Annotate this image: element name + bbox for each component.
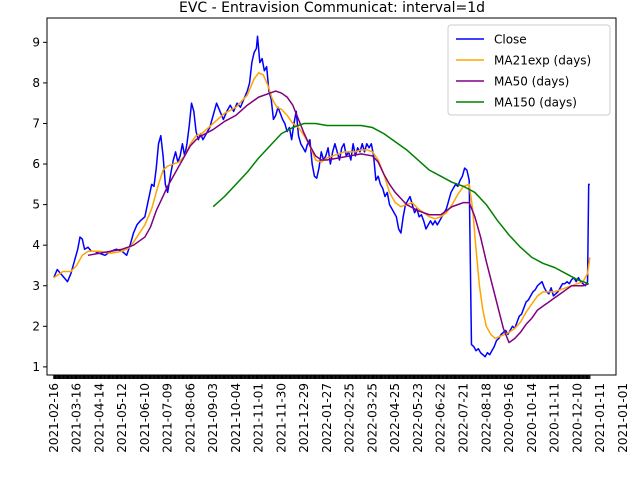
x-tick-label: 2020-11-11 bbox=[548, 383, 562, 453]
x-tick-label: 2020-12-10 bbox=[570, 383, 584, 453]
x-tick-label: 2021-01-11 bbox=[593, 383, 607, 453]
x-tick-label: 2021-09-03 bbox=[206, 383, 220, 453]
y-tick-label: 2 bbox=[32, 319, 40, 333]
legend-label: MA21exp (days) bbox=[494, 54, 591, 68]
y-tick-label: 9 bbox=[32, 35, 40, 49]
y-tick-label: 7 bbox=[32, 116, 40, 130]
series-line-ma21exp-days bbox=[53, 72, 591, 340]
y-tick-label: 8 bbox=[32, 76, 40, 90]
x-tick-label: 2021-11-01 bbox=[252, 383, 266, 453]
series-line-ma50-days bbox=[87, 90, 589, 344]
y-axis: 1 2 3 4 5 6 7 8 9 bbox=[32, 35, 47, 374]
x-tick-label: 2022-01-27 bbox=[320, 383, 334, 453]
x-tick-label: 2022-04-25 bbox=[388, 383, 402, 453]
x-tick-label: 2022-07-21 bbox=[457, 383, 471, 453]
x-tick-label: 2021-08-06 bbox=[183, 383, 197, 453]
x-tick-label: 2022-02-25 bbox=[343, 383, 357, 453]
y-tick-label: 5 bbox=[32, 198, 40, 212]
x-tick-label: 2022-06-22 bbox=[434, 383, 448, 453]
legend-label: MA150 (days) bbox=[494, 96, 577, 110]
x-tick-label: 2021-05-12 bbox=[115, 383, 129, 453]
legend-label: MA50 (days) bbox=[494, 75, 569, 89]
x-tick-label: 2022-03-25 bbox=[365, 383, 379, 453]
legend: Close MA21exp (days) MA50 (days) MA150 (day… bbox=[447, 24, 611, 116]
x-tick-label: 2021-06-10 bbox=[138, 383, 152, 453]
x-tick-label: 2020-09-16 bbox=[502, 383, 516, 453]
x-tick-label: 2021-03-16 bbox=[70, 383, 84, 453]
y-tick-label: 4 bbox=[32, 238, 40, 252]
chart-title: EVC - Entravision Communicat: interval=1… bbox=[179, 0, 485, 16]
x-tick-label: 2021-02-16 bbox=[47, 383, 61, 453]
y-tick-label: 3 bbox=[32, 279, 40, 293]
x-tick-label: 2021-01-01 bbox=[616, 383, 630, 453]
series-line-ma150-days bbox=[212, 122, 589, 285]
y-tick-label: 1 bbox=[32, 360, 40, 374]
y-tick-label: 6 bbox=[32, 157, 40, 171]
x-tick-label: 2020-10-14 bbox=[525, 383, 539, 453]
legend-box bbox=[447, 24, 611, 116]
x-tick-label: 2021-12-29 bbox=[297, 383, 311, 453]
x-tick-label: 2021-10-04 bbox=[229, 383, 243, 453]
x-tick-label: 2021-04-14 bbox=[92, 383, 106, 453]
x-tick-label: 2022-08-18 bbox=[479, 383, 493, 453]
x-tick-label: 2021-07-09 bbox=[161, 383, 175, 453]
legend-label: Close bbox=[494, 33, 527, 47]
x-minor-ticks bbox=[53, 375, 591, 379]
series-layer bbox=[53, 35, 591, 358]
x-tick-label: 2022-05-23 bbox=[411, 383, 425, 453]
x-tick-label: 2021-11-30 bbox=[274, 383, 288, 453]
x-axis: 2021-02-16 2021-03-16 2021-04-14 2021-05-12… bbox=[47, 375, 630, 453]
